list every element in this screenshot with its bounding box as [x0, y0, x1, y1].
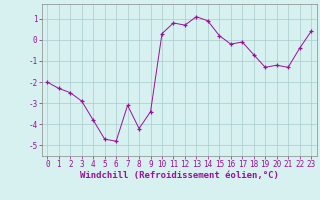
X-axis label: Windchill (Refroidissement éolien,°C): Windchill (Refroidissement éolien,°C) [80, 171, 279, 180]
